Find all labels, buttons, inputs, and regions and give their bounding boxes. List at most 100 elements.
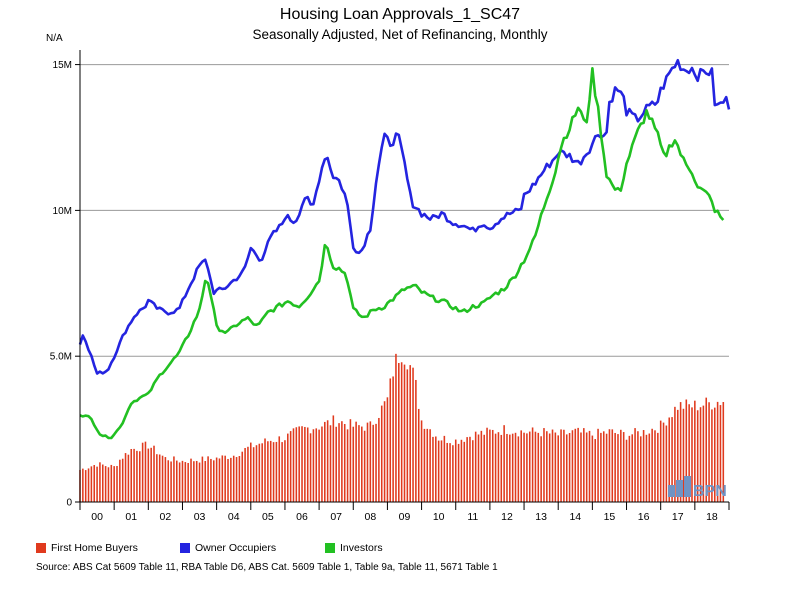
bar-first-home-buyers <box>269 440 272 502</box>
bar-first-home-buyers <box>580 432 582 502</box>
legend-swatch-first-home-buyers <box>36 543 46 553</box>
bar-first-home-buyers <box>366 422 369 502</box>
bar-first-home-buyers <box>306 427 309 502</box>
bar-first-home-buyers <box>509 434 511 502</box>
bar-first-home-buyers <box>215 457 218 502</box>
bar-first-home-buyers <box>685 399 688 502</box>
bar-first-home-buyers <box>694 400 696 502</box>
bar-first-home-buyers <box>158 454 161 502</box>
source-note: Source: ABS Cat 5609 Table 11, RBA Table… <box>36 562 498 573</box>
x-tick-label: 13 <box>535 511 547 523</box>
bar-first-home-buyers <box>386 397 389 502</box>
bar-first-home-buyers <box>241 451 244 502</box>
bar-first-home-buyers <box>321 426 323 502</box>
bar-first-home-buyers <box>403 364 406 502</box>
bar-first-home-buyers <box>517 436 520 502</box>
bar-first-home-buyers <box>141 442 144 502</box>
bar-first-home-buyers <box>426 428 429 502</box>
bar-first-home-buyers <box>338 423 340 502</box>
bar-first-home-buyers <box>657 432 659 502</box>
legend-label-investors: Investors <box>340 542 383 554</box>
logo-bar-1 <box>668 485 675 497</box>
bar-first-home-buyers <box>563 429 565 502</box>
bar-first-home-buyers <box>198 462 201 502</box>
bar-first-home-buyers <box>284 440 286 502</box>
bar-first-home-buyers <box>227 458 229 502</box>
bar-first-home-buyers <box>281 442 283 502</box>
bar-first-home-buyers <box>409 365 411 502</box>
bar-first-home-buyers <box>622 432 625 502</box>
legend-item-first-home-buyers: First Home Buyers <box>36 542 138 554</box>
bar-first-home-buyers <box>554 432 557 502</box>
bar-first-home-buyers <box>230 457 232 502</box>
bar-first-home-buyers <box>497 432 500 502</box>
bar-first-home-buyers <box>600 432 602 502</box>
bar-first-home-buyers <box>184 462 187 502</box>
bar-first-home-buyers <box>292 428 295 502</box>
y-tick-label: 0 <box>66 498 72 509</box>
bar-first-home-buyers <box>412 367 414 502</box>
bar-first-home-buyers <box>583 428 585 502</box>
bar-first-home-buyers <box>420 420 423 502</box>
bar-first-home-buyers <box>705 397 708 502</box>
bar-first-home-buyers <box>161 455 164 502</box>
bar-first-home-buyers <box>213 460 215 502</box>
bar-first-home-buyers <box>150 447 152 502</box>
legend-label-first-home-buyers: First Home Buyers <box>51 542 138 554</box>
bar-first-home-buyers <box>506 433 508 502</box>
bar-first-home-buyers <box>674 406 676 502</box>
bar-first-home-buyers <box>642 430 645 502</box>
bar-first-home-buyers <box>244 447 246 502</box>
bar-first-home-buyers <box>124 453 127 502</box>
bar-first-home-buyers <box>147 448 150 502</box>
bar-first-home-buyers <box>722 402 725 502</box>
bar-first-home-buyers <box>335 426 337 502</box>
bar-first-home-buyers <box>637 431 639 502</box>
bar-first-home-buyers <box>369 421 372 502</box>
bar-first-home-buyers <box>261 443 263 502</box>
bar-first-home-buyers <box>665 425 668 502</box>
bar-first-home-buyers <box>614 432 616 502</box>
bar-first-home-buyers <box>398 363 400 502</box>
chart-plot-area: 0 5.0M 10M 15M 00 01 02 03 04 05 06 07 08 09 10 11 12 13 1… <box>50 50 731 523</box>
bar-first-home-buyers <box>349 419 352 502</box>
bar-first-home-buyers <box>361 426 363 502</box>
bar-first-home-buyers <box>645 434 648 502</box>
bar-first-home-buyers <box>611 429 614 502</box>
bar-first-home-buyers <box>520 430 522 502</box>
bar-first-home-buyers <box>446 442 448 502</box>
bar-first-home-buyers <box>716 401 719 502</box>
bar-first-home-buyers <box>474 431 477 502</box>
legend-item-investors: Investors <box>325 542 383 554</box>
bar-first-home-buyers <box>400 362 403 502</box>
bar-first-home-buyers <box>537 432 540 502</box>
bar-first-home-buyers <box>378 417 380 502</box>
bar-first-home-buyers <box>452 445 454 502</box>
bar-first-home-buyers <box>383 401 386 502</box>
bar-first-home-buyers <box>195 460 198 502</box>
bar-first-home-buyers <box>440 440 443 502</box>
bar-first-home-buyers <box>332 415 335 502</box>
bar-first-home-buyers <box>483 434 485 502</box>
bar-first-home-buyers <box>543 428 545 502</box>
bar-first-home-buyers <box>258 443 261 502</box>
bar-first-home-buyers <box>713 407 716 502</box>
bar-first-home-buyers <box>84 470 87 502</box>
x-tick-label: 05 <box>262 511 274 523</box>
legend-item-owner-occupiers: Owner Occupiers <box>180 542 276 554</box>
bar-first-home-buyers <box>96 466 98 502</box>
bar-first-home-buyers <box>193 461 195 502</box>
bar-first-home-buyers <box>181 460 184 502</box>
bar-first-home-buyers <box>511 433 514 502</box>
bar-first-home-buyers <box>346 429 349 502</box>
bar-first-home-buyers <box>138 451 141 502</box>
x-tick-label: 14 <box>569 511 581 523</box>
bar-first-home-buyers <box>343 424 346 502</box>
bar-first-home-buyers <box>352 426 355 502</box>
bar-first-home-buyers <box>699 407 702 502</box>
bar-first-home-buyers <box>477 434 480 502</box>
bar-first-home-buyers <box>662 422 665 502</box>
bar-first-home-buyers <box>252 447 255 502</box>
bar-first-home-buyers <box>304 426 306 502</box>
bar-first-home-buyers <box>628 435 631 502</box>
